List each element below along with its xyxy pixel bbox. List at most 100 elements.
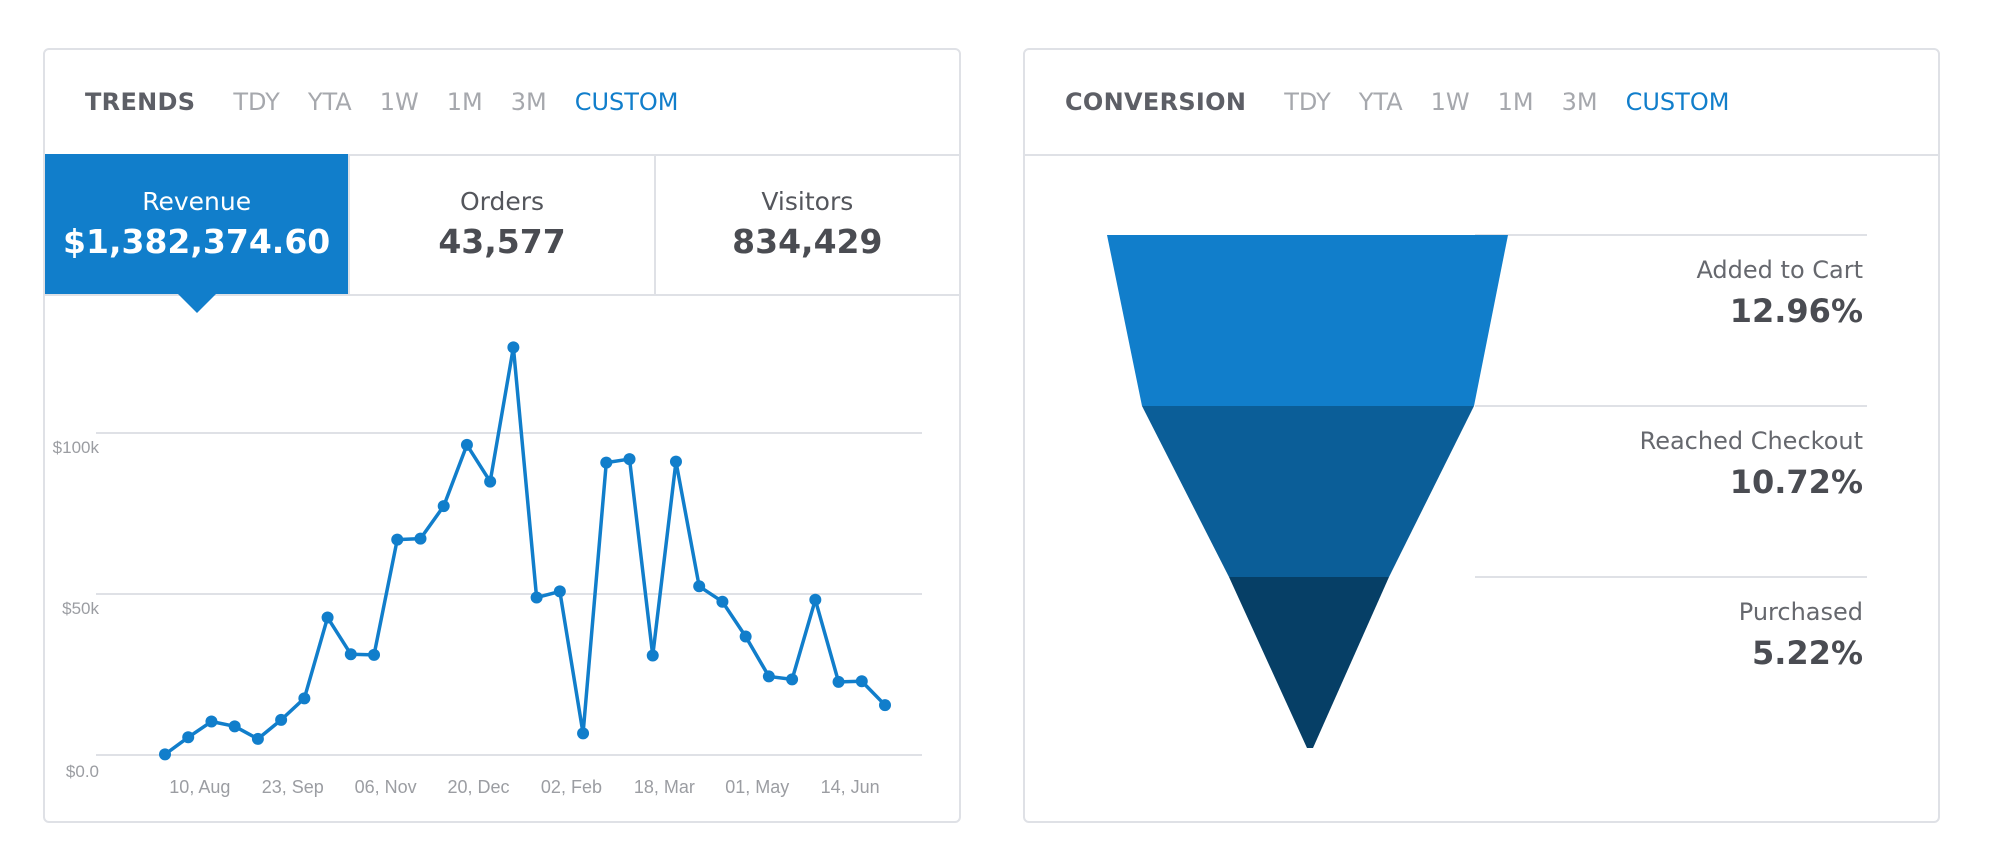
- line-segment: [627, 457, 655, 658]
- metric-value: 834,429: [732, 222, 883, 261]
- data-point: [275, 713, 288, 726]
- data-point: [646, 649, 659, 662]
- tab-3m[interactable]: 3M: [510, 88, 547, 116]
- data-point: [298, 692, 311, 705]
- data-point: [437, 500, 450, 513]
- data-point: [762, 670, 775, 683]
- data-point: [623, 453, 636, 466]
- metric-tiles: Revenue $1,382,374.60 Orders 43,577 Visi…: [45, 154, 959, 313]
- data-point: [205, 715, 218, 728]
- x-tick-label: 20, Dec: [448, 777, 510, 797]
- trends-card: TRENDS TDY YTA 1W 1M 3M CUSTOM Revenue $…: [43, 48, 961, 823]
- line-segment: [813, 598, 841, 684]
- stage-value: 12.96%: [1729, 292, 1863, 330]
- conversion-card: CONVERSION TDY YTA 1W 1M 3M CUSTOM Added…: [1023, 48, 1940, 823]
- data-point: [507, 341, 520, 354]
- metric-value: 43,577: [438, 222, 566, 261]
- x-tick-label: 18, Mar: [634, 777, 695, 797]
- tab-tdy[interactable]: TDY: [1284, 88, 1331, 116]
- metric-value: $1,382,374.60: [63, 222, 331, 261]
- data-point: [414, 532, 427, 545]
- data-point: [879, 699, 891, 712]
- line-segment: [511, 345, 539, 600]
- data-point: [739, 630, 752, 643]
- data-point: [553, 585, 566, 598]
- stage-name: Purchased: [1738, 598, 1863, 626]
- line-segment: [372, 537, 400, 657]
- x-tick-label: 14, Jun: [821, 777, 880, 797]
- line-segment: [488, 345, 516, 484]
- tab-1w[interactable]: 1W: [379, 88, 419, 116]
- conversion-title: CONVERSION: [1065, 88, 1247, 116]
- line-segment: [674, 459, 701, 589]
- data-point: [460, 438, 473, 451]
- stage-name: Reached Checkout: [1639, 427, 1863, 455]
- data-point: [484, 475, 497, 488]
- line-segment: [302, 615, 330, 701]
- line-segment: [743, 634, 771, 679]
- tab-custom[interactable]: CUSTOM: [574, 88, 679, 116]
- data-point: [182, 731, 195, 744]
- data-point: [600, 456, 613, 469]
- funnel-stage-label: Purchased 5.22%: [1739, 598, 1863, 672]
- data-point: [577, 727, 590, 740]
- line-segment: [581, 460, 609, 736]
- tab-1m[interactable]: 1M: [1497, 88, 1534, 116]
- tab-1m[interactable]: 1M: [446, 88, 483, 116]
- line-segment: [441, 443, 469, 508]
- metric-label: Visitors: [761, 187, 854, 216]
- selected-pointer-icon: [177, 294, 216, 313]
- x-tick-label: 23, Sep: [262, 777, 324, 797]
- data-point: [251, 732, 264, 745]
- data-point: [855, 675, 868, 688]
- x-tick-label: 01, May: [725, 777, 789, 797]
- funnel-segment: [1142, 406, 1474, 577]
- revenue-line-chart: $0.0 $50k $100k 10, Aug 23, Sep 06, Nov 20, De…: [53, 341, 922, 797]
- metric-revenue[interactable]: Revenue $1,382,374.60: [45, 154, 349, 313]
- tab-yta[interactable]: YTA: [1358, 88, 1403, 116]
- tab-1w[interactable]: 1W: [1430, 88, 1470, 116]
- tab-custom[interactable]: CUSTOM: [1625, 88, 1730, 116]
- y-tick-label: $0.0: [66, 762, 99, 781]
- x-tick-label: 10, Aug: [169, 777, 230, 797]
- data-point: [786, 673, 799, 686]
- line-segment: [325, 615, 353, 656]
- data-point: [669, 455, 682, 468]
- y-tick-label: $100k: [53, 438, 100, 457]
- data-point: [391, 533, 404, 546]
- funnel-segment: [1229, 577, 1389, 748]
- tab-yta[interactable]: YTA: [307, 88, 352, 116]
- stage-value: 5.22%: [1751, 634, 1863, 672]
- data-point: [716, 595, 729, 608]
- funnel-segment: [1107, 235, 1508, 406]
- metric-label: Orders: [459, 187, 545, 216]
- x-tick-label: 06, Nov: [355, 777, 417, 797]
- tab-3m[interactable]: 3M: [1561, 88, 1598, 116]
- data-point: [530, 591, 543, 604]
- trends-header: TRENDS TDY YTA 1W 1M 3M CUSTOM: [45, 50, 959, 156]
- metric-visitors[interactable]: Visitors 834,429: [653, 154, 959, 294]
- line-segment: [465, 443, 492, 484]
- metric-label: Revenue: [142, 187, 252, 216]
- line-segment: [650, 459, 678, 658]
- data-point: [832, 675, 845, 688]
- data-point: [321, 611, 334, 624]
- funnel-stage-label: Added to Cart 12.96%: [1696, 256, 1863, 330]
- data-point: [228, 720, 241, 733]
- y-tick-label: $50k: [62, 599, 99, 618]
- data-point: [809, 593, 822, 606]
- line-segment: [720, 599, 748, 639]
- data-point: [693, 580, 706, 593]
- conversion-header: CONVERSION TDY YTA 1W 1M 3M CUSTOM: [1025, 50, 1938, 156]
- data-point: [368, 648, 381, 661]
- line-segment: [418, 504, 446, 541]
- x-tick-label: 02, Feb: [541, 777, 602, 797]
- data-point: [159, 748, 171, 761]
- funnel-stage-label: Reached Checkout 10.72%: [1640, 427, 1863, 501]
- conversion-funnel: [1107, 234, 1867, 748]
- tab-tdy[interactable]: TDY: [233, 88, 280, 116]
- data-point: [344, 648, 357, 661]
- metric-orders[interactable]: Orders 43,577: [348, 154, 653, 294]
- line-segment: [790, 598, 818, 682]
- stage-name: Added to Cart: [1696, 256, 1863, 284]
